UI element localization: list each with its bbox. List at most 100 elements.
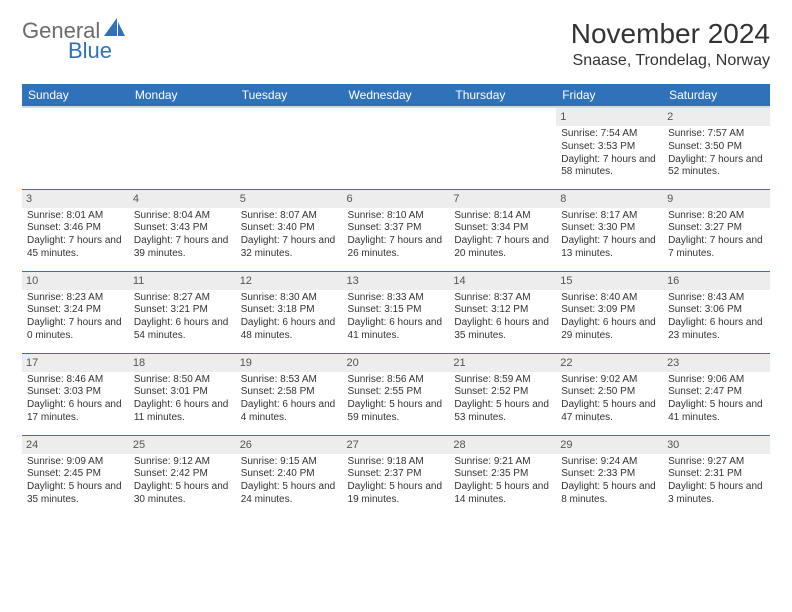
calendar-row: 10Sunrise: 8:23 AMSunset: 3:24 PMDayligh…: [22, 271, 770, 353]
sunrise-text: Sunrise: 9:06 AM: [668, 374, 765, 387]
sunrise-text: Sunrise: 9:15 AM: [241, 456, 338, 469]
day-number: 24: [22, 436, 129, 454]
daylight-text: Daylight: 5 hours and 24 minutes.: [241, 481, 338, 507]
day-number: 11: [129, 272, 236, 290]
calendar-cell: 23Sunrise: 9:06 AMSunset: 2:47 PMDayligh…: [663, 353, 770, 435]
daylight-text: Daylight: 7 hours and 0 minutes.: [27, 317, 124, 343]
sunset-text: Sunset: 2:55 PM: [348, 386, 445, 399]
calendar-cell: 28Sunrise: 9:21 AMSunset: 2:35 PMDayligh…: [449, 435, 556, 517]
sunset-text: Sunset: 3:18 PM: [241, 304, 338, 317]
daylight-text: Daylight: 5 hours and 8 minutes.: [561, 481, 658, 507]
calendar-cell: 6 Sunrise: 8:10 AMSunset: 3:37 PMDaylight…: [343, 189, 450, 271]
sunset-text: Sunset: 3:50 PM: [668, 141, 765, 154]
daylight-text: Daylight: 5 hours and 3 minutes.: [668, 481, 765, 507]
calendar-cell: 8Sunrise: 8:17 AMSunset: 3:30 PMDaylight…: [556, 189, 663, 271]
daylight-text: Daylight: 7 hours and 52 minutes.: [668, 154, 765, 180]
calendar-cell: 18 Sunrise: 8:50 AMSunset: 3:01 PMDayligh…: [129, 353, 236, 435]
sunrise-text: Sunrise: 9:24 AM: [561, 456, 658, 469]
daylight-text: Daylight: 5 hours and 47 minutes.: [561, 399, 658, 425]
calendar-cell: 16Sunrise: 8:43 AMSunset: 3:06 PMDayligh…: [663, 271, 770, 353]
calendar-cell: 25Sunrise: 9:12 AMSunset: 2:42 PMDayligh…: [129, 435, 236, 517]
day-number: 29: [556, 436, 663, 454]
sunset-text: Sunset: 2:35 PM: [454, 468, 551, 481]
sunrise-text: Sunrise: 8:43 AM: [668, 292, 765, 305]
day-number: 26: [236, 436, 343, 454]
daylight-text: Daylight: 6 hours and 17 minutes.: [27, 399, 124, 425]
calendar-cell: 14 Sunrise: 8:37 AMSunset: 3:12 PMDayligh…: [449, 271, 556, 353]
sunrise-text: Sunrise: 9:27 AM: [668, 456, 765, 469]
sunset-text: Sunset: 2:45 PM: [27, 468, 124, 481]
daylight-text: Daylight: 7 hours and 20 minutes.: [454, 235, 551, 261]
weekday-header: Friday: [556, 84, 663, 107]
sunrise-text: Sunrise: 8:10 AM: [348, 210, 445, 223]
sunset-text: Sunset: 2:33 PM: [561, 468, 658, 481]
sunset-text: Sunset: 3:37 PM: [348, 222, 445, 235]
weekday-header: Monday: [129, 84, 236, 107]
sunset-text: Sunset: 2:52 PM: [454, 386, 551, 399]
daylight-text: Daylight: 6 hours and 35 minutes.: [454, 317, 551, 343]
sunrise-text: Sunrise: 8:50 AM: [134, 374, 231, 387]
sunset-text: Sunset: 2:37 PM: [348, 468, 445, 481]
day-number: 2: [663, 108, 770, 126]
sunset-text: Sunset: 3:12 PM: [454, 304, 551, 317]
day-number: 28: [449, 436, 556, 454]
calendar-cell: [22, 107, 129, 189]
sunrise-text: Sunrise: 8:07 AM: [241, 210, 338, 223]
daylight-text: Daylight: 6 hours and 41 minutes.: [348, 317, 445, 343]
daylight-text: Daylight: 5 hours and 19 minutes.: [348, 481, 445, 507]
calendar-table: Sunday Monday Tuesday Wednesday Thursday…: [22, 84, 770, 517]
day-number: 4: [129, 190, 236, 208]
page-title: November 2024: [571, 18, 770, 50]
day-number: 22: [556, 354, 663, 372]
calendar-cell: 20Sunrise: 8:56 AMSunset: 2:55 PMDayligh…: [343, 353, 450, 435]
calendar-cell: 10Sunrise: 8:23 AMSunset: 3:24 PMDayligh…: [22, 271, 129, 353]
day-number: 14: [449, 272, 556, 290]
calendar-cell: 4Sunrise: 8:04 AMSunset: 3:43 PMDaylight…: [129, 189, 236, 271]
daylight-text: Daylight: 7 hours and 13 minutes.: [561, 235, 658, 261]
day-number: 8: [556, 190, 663, 208]
weekday-header: Sunday: [22, 84, 129, 107]
daylight-text: Daylight: 5 hours and 14 minutes.: [454, 481, 551, 507]
daylight-text: Daylight: 7 hours and 26 minutes.: [348, 235, 445, 261]
sunset-text: Sunset: 3:21 PM: [134, 304, 231, 317]
weekday-header: Tuesday: [236, 84, 343, 107]
daylight-text: Daylight: 6 hours and 54 minutes.: [134, 317, 231, 343]
calendar-cell: 9Sunrise: 8:20 AMSunset: 3:27 PMDaylight…: [663, 189, 770, 271]
sunset-text: Sunset: 3:15 PM: [348, 304, 445, 317]
sunrise-text: Sunrise: 8:53 AM: [241, 374, 338, 387]
calendar-cell: 29 Sunrise: 9:24 AMSunset: 2:33 PMDayligh…: [556, 435, 663, 517]
sunset-text: Sunset: 3:01 PM: [134, 386, 231, 399]
daylight-text: Daylight: 6 hours and 11 minutes.: [134, 399, 231, 425]
sunset-text: Sunset: 3:53 PM: [561, 141, 658, 154]
daylight-text: Daylight: 5 hours and 59 minutes.: [348, 399, 445, 425]
sunset-text: Sunset: 3:30 PM: [561, 222, 658, 235]
calendar-cell: 19Sunrise: 8:53 AMSunset: 2:58 PMDayligh…: [236, 353, 343, 435]
daylight-text: Daylight: 6 hours and 23 minutes.: [668, 317, 765, 343]
sunset-text: Sunset: 3:24 PM: [27, 304, 124, 317]
daylight-text: Daylight: 5 hours and 41 minutes.: [668, 399, 765, 425]
calendar-cell: 15Sunrise: 8:40 AMSunset: 3:09 PMDayligh…: [556, 271, 663, 353]
daylight-text: Daylight: 5 hours and 35 minutes.: [27, 481, 124, 507]
calendar-cell: 7Sunrise: 8:14 AMSunset: 3:34 PMDaylight…: [449, 189, 556, 271]
sunrise-text: Sunrise: 8:14 AM: [454, 210, 551, 223]
day-number: 13: [343, 272, 450, 290]
weekday-header: Wednesday: [343, 84, 450, 107]
sunset-text: Sunset: 2:50 PM: [561, 386, 658, 399]
sunrise-text: Sunrise: 8:30 AM: [241, 292, 338, 305]
sunrise-text: Sunrise: 7:57 AM: [668, 128, 765, 141]
day-number: 18: [129, 354, 236, 372]
header: General Blue November 2024 Snaase, Trond…: [22, 18, 770, 70]
sunrise-text: Sunrise: 8:37 AM: [454, 292, 551, 305]
sunrise-text: Sunrise: 9:02 AM: [561, 374, 658, 387]
calendar-row: 3Sunrise: 8:01 AMSunset: 3:46 PMDaylight…: [22, 189, 770, 271]
sunrise-text: Sunrise: 9:12 AM: [134, 456, 231, 469]
calendar-cell: 30Sunrise: 9:27 AMSunset: 2:31 PMDayligh…: [663, 435, 770, 517]
day-number: 6: [343, 190, 450, 208]
daylight-text: Daylight: 6 hours and 4 minutes.: [241, 399, 338, 425]
calendar-cell: 26Sunrise: 9:15 AMSunset: 2:40 PMDayligh…: [236, 435, 343, 517]
logo: General Blue: [22, 18, 126, 64]
day-number: 27: [343, 436, 450, 454]
logo-text-blue: Blue: [68, 38, 112, 64]
calendar-row: 24Sunrise: 9:09 AMSunset: 2:45 PMDayligh…: [22, 435, 770, 517]
calendar-row: 1Sunrise: 7:54 AMSunset: 3:53 PMDaylight…: [22, 107, 770, 189]
